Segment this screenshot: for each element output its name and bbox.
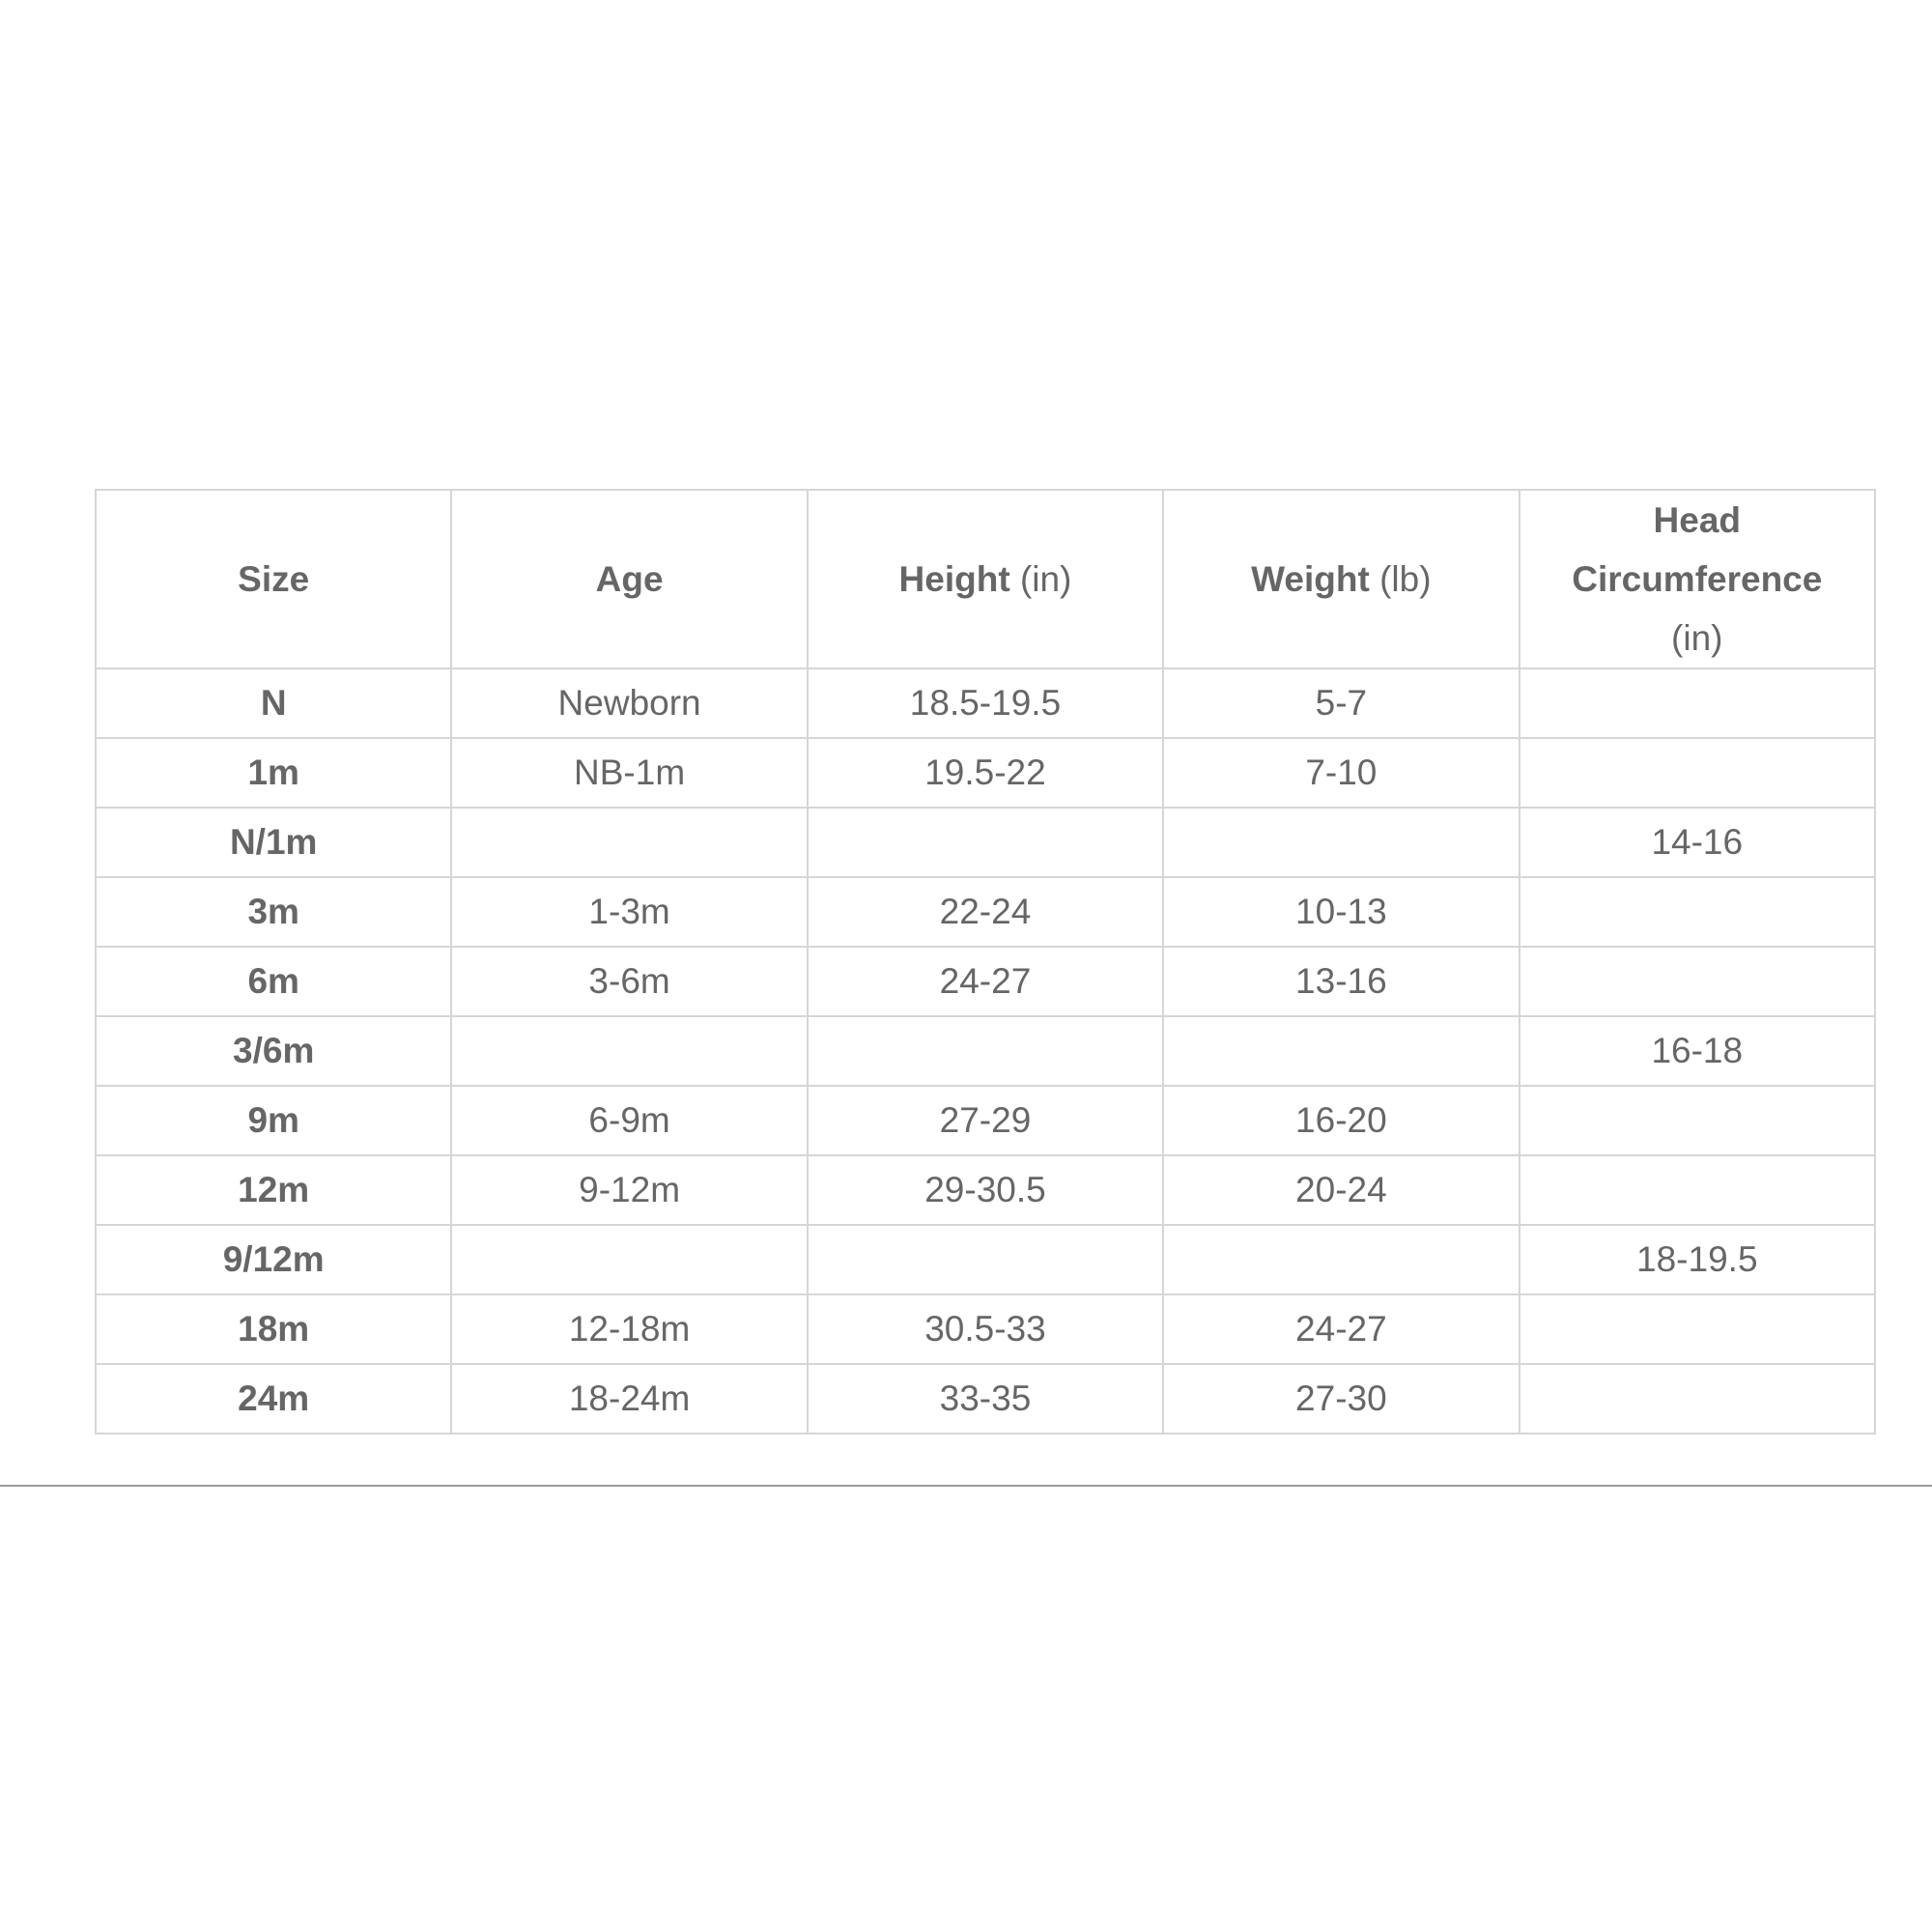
cell-weight [1162,1224,1520,1295]
table-row: 24m 18-24m 33-35 27-30 [94,1363,1877,1435]
table-row: 12m 9-12m 29-30.5 20-24 [94,1154,1877,1226]
header-label: Height [898,559,1010,599]
cell-age: 6-9m [450,1085,809,1156]
header-label: Head Circumference [1572,500,1823,599]
cell-size: 3/6m [94,1015,453,1087]
horizontal-divider [0,1485,1932,1487]
cell-head-circumference [1518,1363,1877,1435]
cell-age [450,1224,809,1295]
cell-size: 1m [94,737,453,809]
cell-height [806,1015,1165,1087]
cell-head-circumference [1518,1085,1877,1156]
cell-age: NB-1m [450,737,809,809]
cell-head-circumference [1518,668,1877,739]
cell-weight: 5-7 [1162,668,1520,739]
cell-head-circumference [1518,876,1877,948]
table-row: N Newborn 18.5-19.5 5-7 [94,668,1877,739]
table-row: 6m 3-6m 24-27 13-16 [94,946,1877,1017]
table-row: 9m 6-9m 27-29 16-20 [94,1085,1877,1156]
cell-head-circumference: 18-19.5 [1518,1224,1877,1295]
cell-size: N/1m [94,807,453,878]
cell-size: 9/12m [94,1224,453,1295]
cell-age: 9-12m [450,1154,809,1226]
cell-head-circumference [1518,946,1877,1017]
cell-height: 19.5-22 [806,737,1165,809]
cell-height [806,807,1165,878]
cell-head-circumference: 16-18 [1518,1015,1877,1087]
cell-size: 6m [94,946,453,1017]
cell-size: 12m [94,1154,453,1226]
cell-age [450,1015,809,1087]
cell-weight: 7-10 [1162,737,1520,809]
table-row: 18m 12-18m 30.5-33 24-27 [94,1293,1877,1365]
cell-age: 18-24m [450,1363,809,1435]
cell-head-circumference [1518,737,1877,809]
cell-weight: 20-24 [1162,1154,1520,1226]
header-unit: (in) [1019,559,1072,599]
cell-weight: 13-16 [1162,946,1520,1017]
header-size: Size [94,489,453,669]
table-row: 1m NB-1m 19.5-22 7-10 [94,737,1877,809]
cell-size: N [94,668,453,739]
header-unit: (in) [1671,618,1723,658]
cell-age: Newborn [450,668,809,739]
cell-height [806,1224,1165,1295]
cell-weight [1162,1015,1520,1087]
table-row: 3m 1-3m 22-24 10-13 [94,876,1877,948]
cell-height: 33-35 [806,1363,1165,1435]
cell-head-circumference [1518,1293,1877,1365]
cell-height: 22-24 [806,876,1165,948]
cell-weight: 24-27 [1162,1293,1520,1365]
header-label: Weight [1251,559,1370,599]
cell-head-circumference [1518,1154,1877,1226]
header-head-circumference: Head Circumference (in) [1518,489,1877,669]
cell-age: 3-6m [450,946,809,1017]
table-row: 9/12m 18-19.5 [94,1224,1877,1295]
cell-height: 24-27 [806,946,1165,1017]
cell-size: 9m [94,1085,453,1156]
cell-height: 30.5-33 [806,1293,1165,1365]
cell-weight: 16-20 [1162,1085,1520,1156]
cell-height: 27-29 [806,1085,1165,1156]
header-weight: Weight (lb) [1162,489,1520,669]
cell-head-circumference: 14-16 [1518,807,1877,878]
table-row: N/1m 14-16 [94,807,1877,878]
header-label: Age [595,559,664,599]
header-label: Size [238,559,310,599]
cell-weight: 27-30 [1162,1363,1520,1435]
cell-size: 24m [94,1363,453,1435]
table-row: 3/6m 16-18 [94,1015,1877,1087]
cell-age: 1-3m [450,876,809,948]
size-chart-table: Size Age Height (in) Weight (lb) Head Ci… [94,489,1877,1435]
cell-weight: 10-13 [1162,876,1520,948]
header-unit: (lb) [1379,559,1432,599]
cell-age: 12-18m [450,1293,809,1365]
header-age: Age [450,489,809,669]
cell-age [450,807,809,878]
header-row: Size Age Height (in) Weight (lb) Head Ci… [94,489,1877,669]
cell-weight [1162,807,1520,878]
header-height: Height (in) [806,489,1165,669]
cell-size: 18m [94,1293,453,1365]
cell-size: 3m [94,876,453,948]
cell-height: 29-30.5 [806,1154,1165,1226]
cell-height: 18.5-19.5 [806,668,1165,739]
